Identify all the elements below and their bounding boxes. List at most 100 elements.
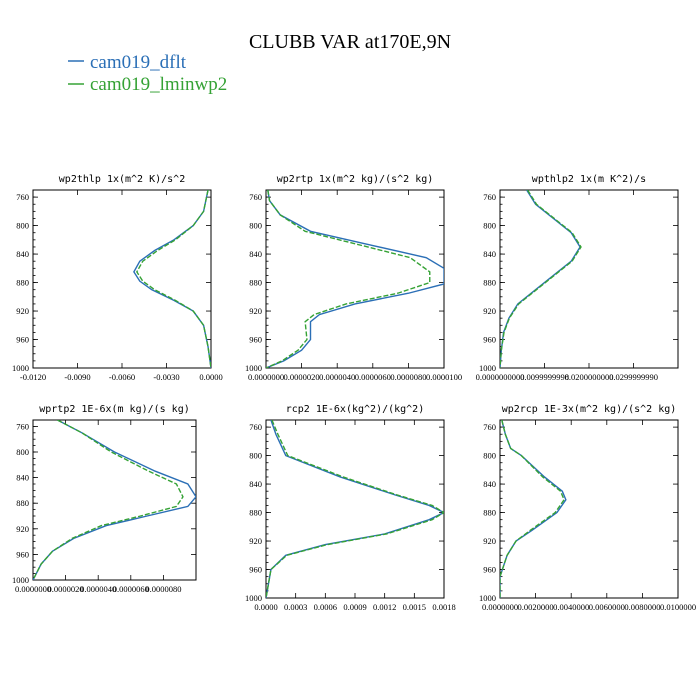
x-tick-label: 0.0020000 xyxy=(518,602,554,612)
y-tick-label: 880 xyxy=(483,508,496,518)
y-tick-label: 840 xyxy=(16,473,29,483)
legend-label-dflt: cam019_dflt xyxy=(90,52,187,73)
y-tick-label: 960 xyxy=(483,565,496,575)
y-tick-label: 760 xyxy=(16,421,29,431)
panel-2: wp2rtp 1x(m^2 kg)/(s^2 kg) 760 800 840 880 92… xyxy=(245,174,462,382)
x-tick-label: 0.0000040 xyxy=(319,372,355,382)
x-tick-label: 0.0000000 xyxy=(15,584,51,594)
x-tick-label: 0.0060000 xyxy=(589,602,625,612)
x-tick-label: 0.0006 xyxy=(314,602,337,612)
plot-frame xyxy=(32,189,212,369)
legend: cam019_dflt cam019_lminwp2 xyxy=(68,52,227,95)
panel-3: wpthlp2 1x(m K^2)/s 760 800 840 880 920 960 100… xyxy=(476,174,679,382)
series-line-cam019_lminwp2 xyxy=(136,190,211,368)
y-tick-label: 760 xyxy=(483,192,496,202)
series-line-cam019_lminwp2 xyxy=(500,190,582,368)
series-line-cam019_dflt xyxy=(500,420,567,598)
y-tick-label: 920 xyxy=(16,524,29,534)
y-tick-label: 920 xyxy=(483,536,496,546)
series-line-cam019_dflt xyxy=(33,420,196,580)
x-tick-label: 0.0012 xyxy=(373,602,396,612)
y-tick-label: 960 xyxy=(16,549,29,559)
y-tick-label: 840 xyxy=(483,479,496,489)
y-tick-label: 840 xyxy=(483,249,496,259)
y-tick-label: 920 xyxy=(16,306,29,316)
series-line-cam019_dflt xyxy=(500,190,581,368)
x-tick-label: 0.0000060 xyxy=(355,372,391,382)
x-tick-label: 0.0100000 xyxy=(660,602,696,612)
y-tick-label: 840 xyxy=(249,249,262,259)
y-tick-label: 960 xyxy=(249,565,262,575)
y-tick-label: 800 xyxy=(483,451,496,461)
series-line-cam019_lminwp2 xyxy=(500,420,565,598)
y-tick-label: 800 xyxy=(483,221,496,231)
panel-title: wprtp2 1E-6x(m kg)/(s kg) xyxy=(39,404,190,415)
y-tick-label: 880 xyxy=(16,278,29,288)
y-tick-label: 800 xyxy=(249,221,262,231)
panel-title: wp2rtp 1x(m^2 kg)/(s^2 kg) xyxy=(277,174,434,185)
x-tick-label: 0.0000020 xyxy=(284,372,320,382)
panel-title: wp2thlp 1x(m^2 K)/s^2 xyxy=(59,174,185,185)
plot-frame xyxy=(32,419,197,581)
x-tick-label: 0.0000 xyxy=(254,602,277,612)
x-tick-label: 0.0015 xyxy=(403,602,426,612)
y-tick-label: 760 xyxy=(249,422,262,432)
x-tick-label: 0.0299999990 xyxy=(609,372,658,382)
x-tick-label: 0.0000080 xyxy=(390,372,426,382)
x-tick-label: -0.0060 xyxy=(109,372,135,382)
y-tick-label: 840 xyxy=(16,249,29,259)
x-tick-label: 0.0099999998 xyxy=(520,372,569,382)
plot-frame xyxy=(265,189,445,369)
y-tick-label: 800 xyxy=(16,447,29,457)
plot-frame xyxy=(499,419,679,599)
x-tick-label: 0.0040000 xyxy=(553,602,589,612)
series-line-cam019_lminwp2 xyxy=(266,190,431,368)
y-tick-label: 880 xyxy=(249,508,262,518)
panels-group: wp2thlp 1x(m^2 K)/s^2 760 800 840 880 920 960 1… xyxy=(12,174,696,612)
y-tick-label: 1000 xyxy=(479,593,496,603)
y-tick-label: 920 xyxy=(249,536,262,546)
figure-title: CLUBB VAR at170E,9N xyxy=(249,31,451,53)
x-tick-label: 0.0000 xyxy=(199,372,222,382)
x-tick-label: 0.0000000000 xyxy=(476,372,525,382)
y-tick-label: 840 xyxy=(249,479,262,489)
y-tick-label: 920 xyxy=(249,306,262,316)
y-tick-label: 760 xyxy=(483,422,496,432)
series-line-cam019_lminwp2 xyxy=(33,420,184,580)
x-tick-label: 0.0018 xyxy=(432,602,455,612)
panel-title: wpthlp2 1x(m K^2)/s xyxy=(532,174,646,185)
x-tick-label: 0.0003 xyxy=(284,602,307,612)
panel-4: wprtp2 1E-6x(m kg)/(s kg) 760 800 840 880 920… xyxy=(12,404,197,594)
x-tick-label: 0.0000020 xyxy=(48,584,84,594)
x-tick-label: 0.0000080 xyxy=(145,584,181,594)
x-tick-label: 0.0000060 xyxy=(113,584,149,594)
x-tick-label: -0.0090 xyxy=(64,372,90,382)
x-tick-label: -0.0030 xyxy=(153,372,179,382)
series-line-cam019_dflt xyxy=(266,190,444,368)
y-tick-label: 880 xyxy=(16,498,29,508)
y-tick-label: 1000 xyxy=(479,363,496,373)
plot-frame xyxy=(499,189,679,369)
y-tick-label: 960 xyxy=(249,335,262,345)
series-line-cam019_dflt xyxy=(266,420,444,598)
x-tick-label: 0.0080000 xyxy=(624,602,660,612)
y-tick-label: 1000 xyxy=(245,363,262,373)
y-tick-label: 880 xyxy=(483,278,496,288)
y-tick-label: 1000 xyxy=(245,593,262,603)
panel-5: rcp2 1E-6x(kg^2)/(kg^2) 760 800 840 880 920 96… xyxy=(245,404,456,612)
y-tick-label: 1000 xyxy=(12,575,29,585)
x-tick-label: -0.0120 xyxy=(20,372,46,382)
x-tick-label: 0.0200000000 xyxy=(565,372,614,382)
series-line-cam019_lminwp2 xyxy=(266,420,444,598)
y-tick-label: 920 xyxy=(483,306,496,316)
y-tick-label: 760 xyxy=(249,192,262,202)
y-tick-label: 960 xyxy=(16,335,29,345)
x-tick-label: 0.0000000 xyxy=(248,372,284,382)
y-tick-label: 960 xyxy=(483,335,496,345)
panel-title: rcp2 1E-6x(kg^2)/(kg^2) xyxy=(286,404,424,415)
x-tick-label: 0.0000040 xyxy=(80,584,116,594)
panel-6: wp2rcp 1E-3x(m^2 kg)/(s^2 kg) 760 800 840 88… xyxy=(479,404,696,612)
y-tick-label: 800 xyxy=(249,451,262,461)
y-tick-label: 760 xyxy=(16,192,29,202)
